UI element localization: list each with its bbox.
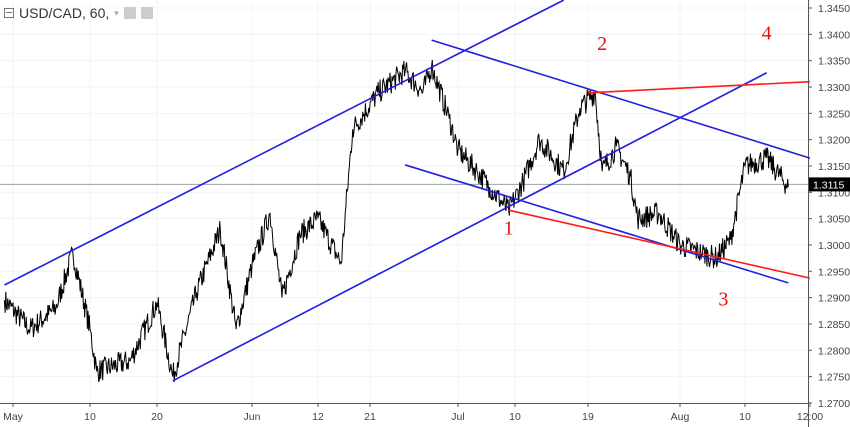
current-price-badge xyxy=(809,177,850,192)
y-tick-label: 1.2750 xyxy=(818,372,850,384)
x-tick-label: 19 xyxy=(582,411,594,423)
y-tick-label: 1.2900 xyxy=(818,293,850,305)
eye-icon[interactable] xyxy=(123,7,136,19)
y-tick-label: 1.2950 xyxy=(818,266,850,278)
y-tick-label: 1.2850 xyxy=(818,319,850,331)
x-tick-label: 10 xyxy=(739,411,751,423)
price-line xyxy=(3,59,789,383)
y-tick-label: 1.3400 xyxy=(818,29,850,41)
chevron-down-icon[interactable]: ▾ xyxy=(114,7,119,18)
wave-label: 1 xyxy=(504,217,514,239)
x-tick-label: 10 xyxy=(84,411,96,423)
gear-icon[interactable] xyxy=(140,7,153,19)
x-tick-label: Jun xyxy=(244,411,261,423)
x-tick-label: 12 xyxy=(312,411,324,423)
channel-trendline xyxy=(4,0,565,286)
y-tick-label: 1.3250 xyxy=(818,108,850,120)
x-tick-label: 12:00 xyxy=(797,411,823,423)
channel-trendline xyxy=(404,164,789,284)
x-tick-label: 10 xyxy=(509,411,521,423)
x-tick-label: Jul xyxy=(451,411,464,423)
channel-trendline xyxy=(431,39,811,159)
channel-trendline xyxy=(172,72,768,382)
y-tick-label: 1.3200 xyxy=(818,135,850,147)
y-tick-label: 1.3000 xyxy=(818,240,850,252)
current-price-label: 1.3115 xyxy=(813,179,844,191)
symbol-label[interactable]: USD/CAD, 60, xyxy=(19,5,110,21)
support-resistance-line xyxy=(587,80,811,94)
y-tick-label: 1.3050 xyxy=(818,214,850,226)
wave-label: 3 xyxy=(718,289,728,311)
support-resistance-line xyxy=(508,209,811,279)
wave-label: 4 xyxy=(762,23,772,45)
collapse-icon[interactable] xyxy=(4,8,14,18)
chart-header: USD/CAD, 60, ▾ xyxy=(4,5,153,21)
y-tick-label: 1.3150 xyxy=(818,161,850,173)
x-tick-label: 20 xyxy=(151,411,163,423)
y-tick-label: 1.3350 xyxy=(818,56,850,68)
x-tick-label: May xyxy=(3,411,24,423)
y-tick-label: 1.2700 xyxy=(818,398,850,410)
y-tick-label: 1.3450 xyxy=(818,3,850,15)
y-tick-label: 1.3300 xyxy=(818,82,850,94)
y-tick-label: 1.2800 xyxy=(818,345,850,357)
x-tick-label: 21 xyxy=(364,411,376,423)
wave-label: 2 xyxy=(597,33,607,55)
x-tick-label: Aug xyxy=(671,411,690,423)
